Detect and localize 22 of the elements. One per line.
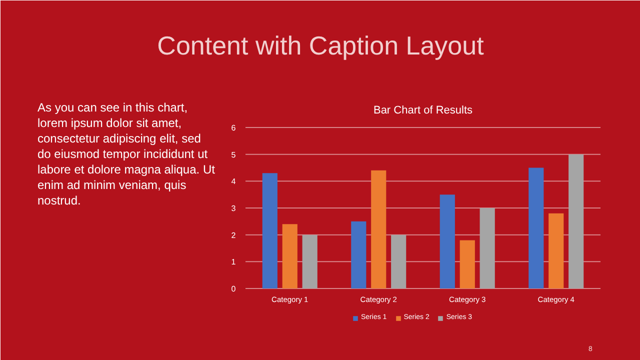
text: Content with Caption Layout bbox=[157, 30, 485, 60]
y-tick-label: 1 bbox=[231, 258, 236, 267]
bar bbox=[371, 170, 386, 288]
bar bbox=[262, 173, 278, 288]
bar bbox=[440, 194, 455, 288]
bar bbox=[480, 208, 495, 288]
y-tick-label: 3 bbox=[231, 204, 236, 213]
bar bbox=[302, 234, 318, 288]
bar bbox=[282, 224, 298, 288]
bar bbox=[460, 240, 475, 288]
y-tick-label: 6 bbox=[231, 124, 236, 132]
y-tick-label: 0 bbox=[231, 284, 236, 294]
bar bbox=[351, 221, 366, 288]
chart-title: Bar Chart of Results bbox=[373, 104, 474, 116]
text: As you can see in this chart, lorem ipsum dolor sit amet, consectetur adipiscing elit, sed do eiusmod tempor incididunt ut labore et dolore magna aliqua. Ut enim ad minim veniam, quis nostrud. bbox=[38, 100, 216, 208]
bar bbox=[568, 154, 584, 288]
y-tick-label: 2 bbox=[231, 230, 236, 240]
y-tick-label: 5 bbox=[231, 150, 236, 160]
bar bbox=[391, 234, 406, 288]
bar bbox=[528, 168, 544, 288]
bar bbox=[548, 213, 564, 288]
y-tick-label: 4 bbox=[231, 177, 236, 186]
